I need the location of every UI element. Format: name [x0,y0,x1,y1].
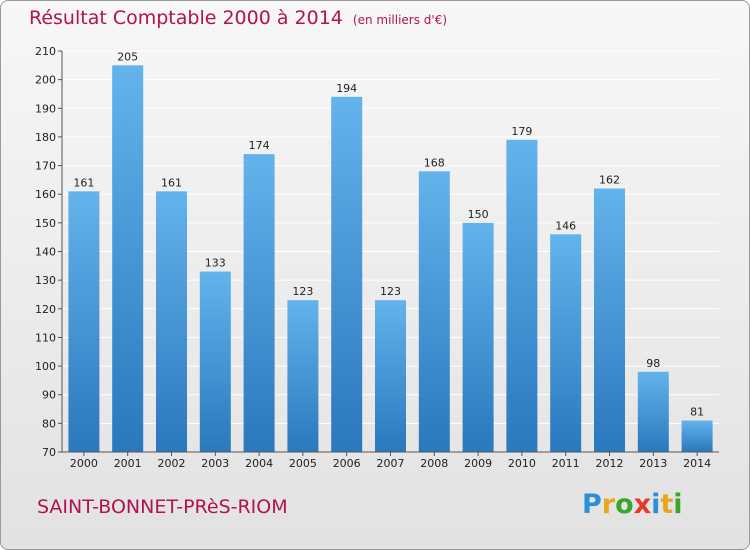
y-tick-label: 160 [35,188,56,201]
value-label-2012: 162 [599,173,620,186]
value-label-2009: 150 [468,208,489,221]
bar-2007 [375,300,406,452]
city-name: SAINT-BONNET-PRèS-RIOM [37,496,288,518]
bar-2002 [156,191,187,452]
x-tick-label-2011: 2011 [552,457,580,470]
y-tick-label: 200 [35,74,56,87]
bar-2010 [506,139,538,453]
value-label-2013: 98 [646,357,660,370]
value-label-2002: 161 [161,176,182,189]
y-tick-label: 130 [35,274,56,287]
value-label-2006: 194 [336,82,357,95]
x-tick-label-2001: 2001 [114,457,142,470]
value-label-2007: 123 [380,285,401,298]
y-tick-label: 100 [35,360,56,373]
x-tick-label-2010: 2010 [508,457,536,470]
x-tick-label-2009: 2009 [464,457,492,470]
y-tick-label: 110 [35,331,56,344]
x-tick-label-2000: 2000 [70,457,98,470]
x-axis: 2000 2001 2002 2003 2004 2005 2006 2007 2008 2009… [62,451,719,470]
x-tick-label-2003: 2003 [201,457,229,470]
proxiti-logo: Proxiti [582,489,683,520]
y-tick-label: 170 [35,160,56,173]
bar-2011 [550,234,582,452]
x-tick-label-2004: 2004 [245,457,273,470]
logo-letter: i [673,489,683,520]
logo-letter: r [601,489,616,520]
y-tick-label: 80 [42,417,56,430]
logo-letter: t [660,489,674,520]
value-label-2000: 161 [73,176,94,189]
logo-letter: P [582,489,602,520]
value-label-2014: 81 [690,405,704,418]
y-tick-label: 90 [42,389,56,402]
bar-2003 [199,271,231,452]
x-tick-label-2007: 2007 [377,457,405,470]
x-tick-label-2008: 2008 [420,457,448,470]
value-label-2008: 168 [424,156,445,169]
bar-2013 [637,371,669,452]
y-tick-label: 70 [42,446,56,459]
y-tick-label: 190 [35,102,56,115]
bar-2006 [331,96,363,452]
chart-title-text: Résultat Comptable 2000 à 2014 [29,7,343,29]
bar-2012 [594,188,625,452]
bar-2009 [462,222,494,452]
value-label-2004: 174 [249,139,270,152]
y-axis: 70 80 90 100 110 120 130 140 150 160 170 180 190 200 2… [35,45,63,459]
x-tick-label-2006: 2006 [333,457,361,470]
x-tick-label-2012: 2012 [596,457,624,470]
value-label-2005: 123 [292,285,313,298]
bar-2000 [68,191,100,452]
bar-2005 [287,300,319,452]
x-tick-label-2002: 2002 [158,457,186,470]
value-labels: 161 205 161 133 174 123 194 123 168 150 179 146 162 9… [73,50,704,418]
x-tick-label-2005: 2005 [289,457,317,470]
bar-2004 [243,154,275,452]
value-label-2001: 205 [117,50,138,63]
y-tick-label: 140 [35,246,56,259]
logo-letter: o [615,489,634,520]
bar-2014 [681,420,713,452]
chart-unit: (en milliers d'€) [352,13,448,27]
y-tick-label: 150 [35,217,56,230]
x-tick-label-2013: 2013 [639,457,667,470]
y-tick-label: 210 [35,45,56,58]
y-tick-label: 180 [35,131,56,144]
value-label-2010: 179 [511,125,532,138]
chart-title: Résultat Comptable 2000 à 2014 (en millie… [29,7,447,29]
bar-2008 [418,171,450,453]
x-tick-label-2014: 2014 [683,457,711,470]
value-label-2003: 133 [205,257,226,270]
logo-letter: x [633,489,652,520]
bars [68,65,713,453]
logo-letter: i [651,489,661,520]
bar-2001 [112,65,144,453]
value-label-2011: 146 [555,219,576,232]
y-tick-label: 120 [35,303,56,316]
